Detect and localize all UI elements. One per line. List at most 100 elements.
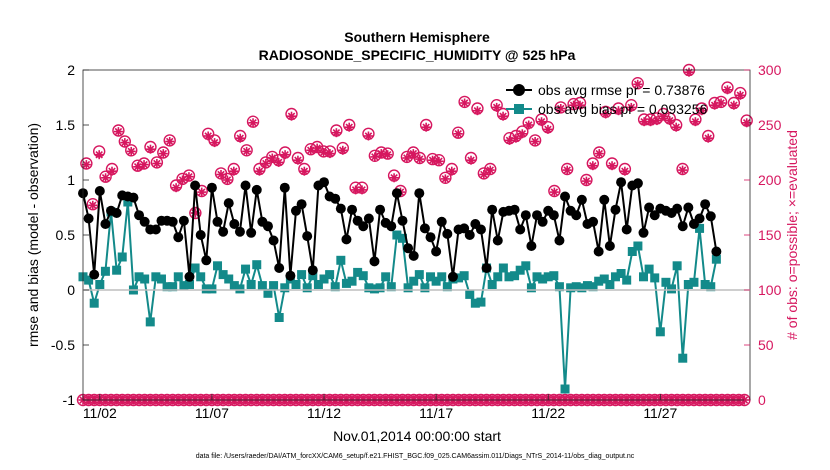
obs-evaluated-marker — [722, 85, 732, 95]
bias-point — [610, 272, 620, 282]
bias-point — [280, 283, 290, 293]
bias-point — [622, 275, 632, 285]
rmse-point — [408, 250, 419, 261]
bias-point — [504, 272, 514, 282]
rmse-point — [94, 186, 105, 196]
obs-evaluated-marker — [485, 165, 495, 175]
obs-evaluated-marker — [607, 161, 617, 171]
bias-point — [325, 270, 335, 280]
obs-evaluated-marker — [267, 153, 277, 163]
obs-evaluated-marker — [588, 161, 598, 171]
obs-evaluated-marker — [447, 166, 457, 176]
obs-evaluated-marker — [261, 159, 271, 168]
bias-point — [173, 272, 183, 282]
rmse-point — [447, 271, 458, 282]
obs-evaluated-marker — [184, 172, 194, 182]
bias-point — [420, 283, 430, 293]
bias-point — [151, 272, 161, 282]
obs-evaluated-marker — [620, 166, 630, 176]
bias-point — [594, 276, 604, 286]
rmse-point — [251, 184, 262, 195]
bias-point — [426, 272, 436, 282]
rmse-point — [212, 216, 223, 227]
obs-evaluated-marker — [88, 200, 98, 210]
bias-point — [700, 280, 710, 289]
rmse-point — [341, 234, 352, 245]
bias-point — [134, 272, 144, 282]
obs-evaluated-marker — [690, 117, 700, 127]
rmse-point — [487, 204, 498, 215]
rmse-point — [459, 223, 470, 234]
bias-point — [156, 274, 166, 284]
rmse-point — [167, 216, 178, 227]
x-tick-label: 11/22 — [531, 405, 565, 421]
bias-point — [162, 282, 172, 292]
obs-evaluated-marker — [152, 159, 162, 168]
obs-evaluated-marker — [549, 187, 559, 197]
rmse-point — [290, 205, 301, 216]
bias-point — [521, 261, 531, 271]
rmse-point — [526, 241, 537, 251]
bias-point — [549, 271, 559, 281]
obs-possible-marker — [189, 206, 202, 220]
bias-point — [112, 265, 122, 275]
obs-evaluated-marker — [338, 145, 348, 155]
obs-evaluated-marker — [581, 176, 591, 186]
rmse-point — [100, 219, 111, 229]
obs-evaluated-marker — [344, 122, 354, 132]
bias-point — [683, 280, 693, 289]
bias-point — [302, 283, 312, 293]
rmse-point — [173, 232, 184, 243]
obs-evaluated-marker — [274, 157, 284, 167]
bias-point — [582, 281, 592, 291]
x-tick-label: 11/12 — [307, 405, 341, 421]
obs-evaluated-marker — [325, 149, 335, 159]
rmse-point — [347, 204, 358, 215]
bias-point — [639, 272, 649, 282]
y-left-tick-label: 1.5 — [56, 117, 76, 133]
bias-point — [403, 283, 413, 293]
bias-point — [190, 263, 200, 273]
bias-point — [493, 272, 503, 282]
rmse-point — [111, 208, 122, 218]
obs-evaluated-marker — [543, 124, 553, 134]
y-right-tick-label: 150 — [758, 227, 782, 243]
rmse-point — [616, 177, 627, 188]
bias-point — [291, 280, 301, 289]
rmse-point — [296, 199, 307, 210]
bias-point — [252, 260, 262, 270]
bias-point — [95, 280, 105, 289]
obs-evaluated-marker — [402, 153, 412, 163]
bias-point — [319, 274, 329, 284]
bias-point — [571, 282, 581, 292]
legend-bias-label: obs avg bias pr = 0.093256 — [538, 101, 708, 117]
obs-evaluated-marker — [280, 150, 290, 160]
bias-point — [330, 282, 340, 292]
bias-point — [257, 281, 267, 291]
rmse-point — [285, 270, 296, 281]
bias-point — [353, 267, 363, 277]
bias-point — [644, 264, 654, 274]
x-axis-ticks: 11/02 11/07 11/12 11/17 11/22 11/27 — [83, 394, 678, 421]
obs-evaluated-marker — [120, 138, 130, 148]
obs-evaluated-marker — [107, 166, 117, 176]
obs-evaluated-marker — [197, 187, 207, 197]
rmse-point — [571, 210, 582, 221]
rmse-point — [319, 177, 330, 188]
rmse-point — [481, 263, 492, 273]
bias-point — [616, 269, 626, 278]
bias-point — [358, 271, 368, 281]
obs-evaluated-marker — [472, 106, 482, 116]
rmse-point — [436, 216, 447, 227]
obs-evaluated-marker — [562, 165, 572, 175]
rmse-point — [128, 192, 139, 203]
rmse-point — [644, 202, 655, 213]
rmse-point — [431, 246, 442, 257]
y-left-tick-label: -0.5 — [51, 337, 75, 353]
rmse-point — [307, 265, 318, 276]
obs-evaluated-marker — [735, 90, 745, 100]
bias-point — [695, 223, 705, 233]
obs-evaluated-marker — [492, 102, 502, 112]
rmse-point — [515, 224, 526, 235]
rmse-point — [621, 224, 632, 235]
